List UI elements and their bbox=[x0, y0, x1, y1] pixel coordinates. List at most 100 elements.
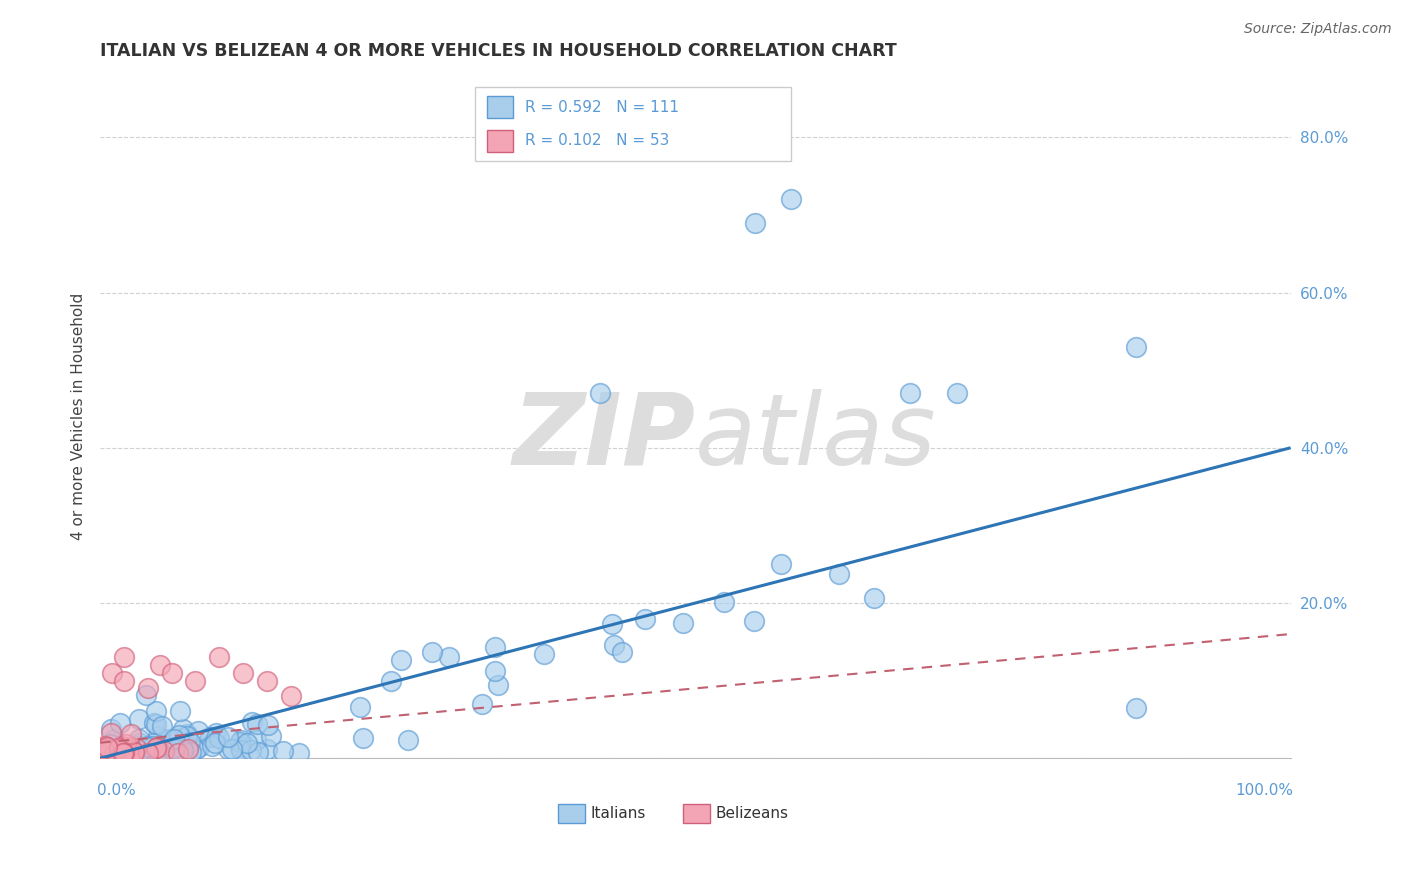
Point bbox=[136, 741, 159, 756]
Point bbox=[221, 741, 243, 756]
Point bbox=[229, 733, 252, 747]
Point bbox=[150, 719, 173, 733]
Point bbox=[198, 730, 221, 744]
Text: R = 0.102   N = 53: R = 0.102 N = 53 bbox=[524, 133, 669, 148]
Text: atlas: atlas bbox=[696, 389, 936, 486]
Point bbox=[152, 743, 174, 757]
Point bbox=[101, 665, 124, 680]
Point bbox=[152, 743, 174, 757]
Point bbox=[208, 650, 231, 665]
Point bbox=[112, 650, 135, 665]
Point bbox=[172, 723, 194, 737]
Point bbox=[120, 727, 142, 741]
Point bbox=[396, 733, 419, 747]
Point bbox=[112, 744, 135, 758]
Point bbox=[110, 739, 132, 754]
Point bbox=[153, 744, 176, 758]
Point bbox=[167, 746, 190, 760]
Point bbox=[114, 745, 136, 759]
Point bbox=[103, 731, 125, 746]
Text: Belizeans: Belizeans bbox=[716, 806, 789, 821]
Point bbox=[100, 737, 122, 751]
Bar bbox=[558, 804, 585, 823]
Point bbox=[163, 732, 186, 747]
Point bbox=[136, 747, 159, 761]
Point bbox=[129, 736, 152, 750]
Point bbox=[157, 741, 180, 756]
Point bbox=[117, 742, 139, 756]
Point bbox=[114, 739, 136, 754]
Point bbox=[157, 731, 180, 746]
Point bbox=[125, 740, 148, 755]
Point bbox=[471, 697, 494, 711]
Text: 0.0%: 0.0% bbox=[97, 783, 136, 798]
Point bbox=[184, 673, 207, 688]
Point bbox=[93, 745, 115, 759]
Point bbox=[97, 743, 120, 757]
Point bbox=[97, 743, 120, 757]
Point bbox=[744, 216, 766, 230]
Text: 100.0%: 100.0% bbox=[1236, 783, 1294, 798]
Point bbox=[118, 739, 141, 754]
Point bbox=[484, 640, 506, 655]
FancyBboxPatch shape bbox=[475, 87, 790, 161]
Point bbox=[229, 739, 252, 754]
Point bbox=[169, 705, 191, 719]
Point bbox=[633, 612, 655, 626]
Point bbox=[100, 745, 122, 759]
Point bbox=[231, 743, 253, 757]
Point bbox=[246, 746, 269, 760]
Point bbox=[128, 732, 150, 747]
Point bbox=[176, 727, 198, 741]
Text: Source: ZipAtlas.com: Source: ZipAtlas.com bbox=[1244, 22, 1392, 37]
Point bbox=[114, 737, 136, 751]
Point bbox=[97, 747, 120, 761]
Point bbox=[96, 739, 118, 754]
Point bbox=[163, 741, 186, 756]
Point bbox=[288, 746, 311, 760]
Point bbox=[352, 731, 374, 745]
Point bbox=[100, 723, 122, 737]
Point bbox=[187, 723, 209, 738]
Point bbox=[602, 617, 624, 632]
Point bbox=[120, 747, 142, 761]
Text: R = 0.592   N = 111: R = 0.592 N = 111 bbox=[524, 100, 679, 115]
Point bbox=[260, 730, 283, 744]
Point bbox=[112, 746, 135, 760]
Point bbox=[136, 739, 159, 754]
Point bbox=[124, 745, 146, 759]
Point bbox=[603, 638, 626, 652]
Point bbox=[112, 746, 135, 760]
Point bbox=[1125, 340, 1147, 354]
Point bbox=[145, 716, 167, 731]
Point bbox=[96, 744, 118, 758]
Point bbox=[122, 745, 145, 759]
Point bbox=[236, 735, 259, 749]
Point bbox=[135, 688, 157, 702]
Text: Italians: Italians bbox=[591, 806, 645, 821]
Point bbox=[129, 744, 152, 758]
Y-axis label: 4 or more Vehicles in Household: 4 or more Vehicles in Household bbox=[72, 293, 86, 541]
Point bbox=[271, 743, 294, 757]
Point bbox=[103, 747, 125, 761]
Point bbox=[533, 647, 555, 661]
Point bbox=[143, 715, 166, 730]
Point bbox=[229, 735, 252, 749]
Point bbox=[110, 743, 132, 757]
Point bbox=[172, 743, 194, 757]
Point bbox=[232, 665, 254, 680]
Point bbox=[672, 616, 695, 631]
Point bbox=[239, 743, 262, 757]
Point bbox=[349, 699, 371, 714]
Point bbox=[139, 744, 162, 758]
Point bbox=[205, 726, 228, 740]
Point bbox=[136, 739, 159, 754]
Point bbox=[90, 740, 112, 755]
Point bbox=[201, 739, 224, 754]
Point bbox=[108, 744, 131, 758]
Point bbox=[101, 747, 124, 761]
Point bbox=[1125, 700, 1147, 714]
Point bbox=[256, 673, 278, 688]
Point bbox=[145, 740, 167, 755]
Point bbox=[107, 746, 129, 760]
